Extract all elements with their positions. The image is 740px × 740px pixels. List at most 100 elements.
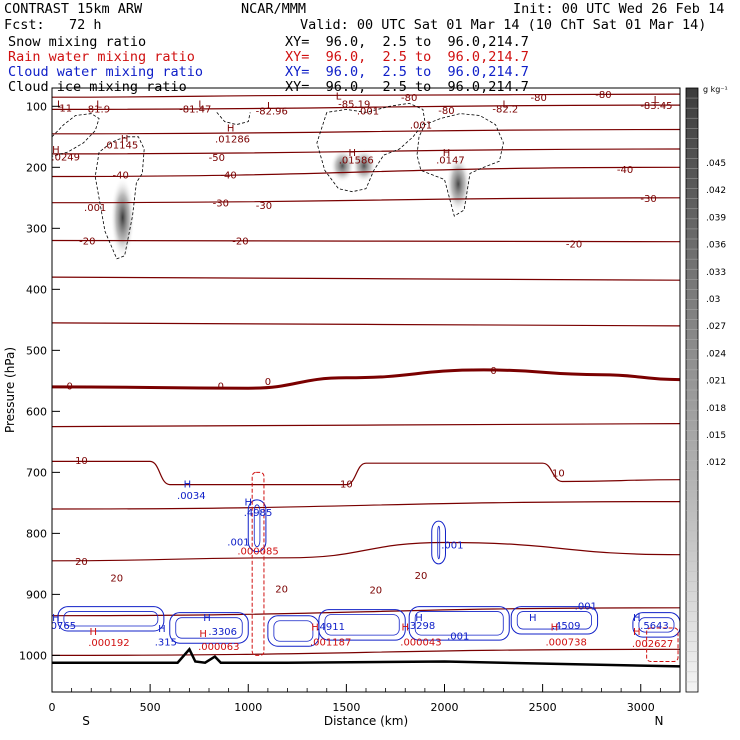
extremum-marker-0: L bbox=[57, 99, 63, 110]
temperature-contour-13 bbox=[52, 541, 680, 562]
contour-label-54: .000043 bbox=[400, 637, 441, 648]
cloud-water-inner-contour-2 bbox=[63, 611, 159, 627]
contour-label-22: 0 bbox=[265, 377, 271, 388]
field-xy-rain: XY= 96.0, 2.5 to 96.0,214.7 bbox=[285, 49, 529, 65]
cloud-water-contour-5 bbox=[318, 609, 406, 641]
field-xy-cloud-water: XY= 96.0, 2.5 to 96.0,214.7 bbox=[285, 64, 529, 80]
init-time: Init: 00 UTC Wed 26 Feb 14 bbox=[513, 1, 725, 17]
snow-core-2 bbox=[352, 149, 377, 183]
org-label: NCAR/MMM bbox=[241, 1, 307, 17]
extremum-marker-14: H bbox=[52, 613, 60, 624]
forecast-hour: Fcst: 72 h bbox=[4, 17, 102, 33]
cloud-ice-contour-1 bbox=[316, 102, 426, 193]
contour-label-38: .01586 bbox=[339, 155, 374, 166]
extremum-marker-5: L bbox=[503, 99, 509, 110]
contour-label-39: .0147 bbox=[436, 155, 465, 166]
contour-label-6: -80 bbox=[401, 93, 417, 104]
contour-label-15: -30 bbox=[256, 201, 272, 212]
cloud-water-contour-8 bbox=[632, 612, 680, 638]
cloud-ice-contour-2 bbox=[416, 113, 504, 217]
extremum-marker-9: H bbox=[227, 124, 235, 135]
contour-label-8: -80 bbox=[595, 90, 611, 101]
model-title: CONTRAST 15km ARW bbox=[4, 1, 143, 17]
contour-label-56: .001 bbox=[575, 601, 597, 612]
contour-label-12: -40 bbox=[220, 171, 236, 182]
contour-label-58: .000738 bbox=[545, 637, 586, 648]
extremum-marker-21: H bbox=[401, 623, 409, 634]
contour-label-50: .000063 bbox=[198, 642, 239, 653]
x-tick-label-5: 2500 bbox=[529, 701, 557, 714]
extremum-marker-23: H bbox=[551, 623, 559, 634]
cloud-water-contour-7 bbox=[510, 606, 599, 635]
rain-contour-1 bbox=[646, 627, 679, 662]
temperature-contour-10 bbox=[52, 423, 680, 428]
contour-label-47: .000192 bbox=[88, 638, 129, 649]
colorbar-tick-label-2: .039 bbox=[706, 213, 726, 223]
rain-contour-0 bbox=[251, 471, 265, 656]
snow-core-1 bbox=[330, 149, 355, 183]
cloud-water-inner-contour-6 bbox=[414, 611, 504, 636]
cloud-ice-contour-3 bbox=[52, 113, 100, 157]
contour-label-57: .4509 bbox=[552, 621, 581, 632]
x-tick-label-2: 1000 bbox=[234, 701, 262, 714]
contour-label-26: 10 bbox=[552, 468, 565, 479]
contour-label-49: .3306 bbox=[208, 627, 237, 638]
extremum-marker-19: H bbox=[311, 623, 319, 634]
extremum-marker-3: L bbox=[267, 101, 273, 112]
temperature-contour-8 bbox=[52, 322, 680, 327]
colorbar-tick-label-9: .018 bbox=[706, 404, 726, 414]
temperature-contour-11 bbox=[52, 460, 680, 486]
contour-label-3: -85.19 bbox=[338, 99, 370, 110]
contour-label-18: -20 bbox=[232, 237, 248, 248]
contour-label-1: -81.47 bbox=[179, 105, 211, 116]
extremum-marker-20: H bbox=[415, 613, 423, 624]
extremum-marker-22: H bbox=[529, 613, 537, 624]
contour-label-43: .001 bbox=[227, 537, 249, 548]
colorbar-tick-label-10: .015 bbox=[706, 431, 726, 441]
colorbar-tick-label-11: .012 bbox=[706, 458, 726, 468]
extremum-marker-16: H bbox=[158, 624, 166, 635]
y-tick-label-7: 800 bbox=[26, 527, 47, 540]
y-tick-label-3: 400 bbox=[26, 283, 47, 296]
y-tick-label-8: 900 bbox=[26, 588, 47, 601]
cloud-water-inner-contour-7 bbox=[516, 611, 592, 630]
temperature-contour-1 bbox=[52, 104, 680, 110]
contour-label-27: 20 bbox=[75, 557, 88, 568]
contour-label-59: .5643 bbox=[640, 621, 669, 632]
contour-label-20: 0 bbox=[66, 382, 72, 393]
y-tick-label-4: 500 bbox=[26, 344, 47, 357]
contour-label-19: -20 bbox=[566, 240, 582, 251]
contour-label-5: -83.45 bbox=[640, 101, 672, 112]
temperature-contour-15 bbox=[52, 648, 680, 656]
y-tick-label-5: 600 bbox=[26, 405, 47, 418]
contour-label-31: 20 bbox=[415, 571, 428, 582]
contour-label-24: 10 bbox=[75, 456, 88, 467]
contour-label-51: .4911 bbox=[316, 622, 345, 633]
contour-label-7: -80 bbox=[531, 93, 547, 104]
temperature-contour-6 bbox=[52, 239, 680, 243]
contour-label-10: -50 bbox=[209, 153, 225, 164]
contour-label-32: 11 bbox=[59, 104, 72, 115]
extremum-marker-24: H bbox=[633, 613, 641, 624]
colorbar-tick-label-4: .033 bbox=[706, 268, 726, 278]
contour-label-30: 20 bbox=[369, 586, 382, 597]
colorbar-unit: g kg⁻¹ bbox=[703, 85, 728, 94]
contour-label-53: .3298 bbox=[407, 621, 436, 632]
extremum-marker-2: L bbox=[198, 99, 204, 110]
field-xy-snow: XY= 96.0, 2.5 to 96.0,214.7 bbox=[285, 34, 529, 50]
extremum-marker-1: L bbox=[96, 99, 102, 110]
contour-label-21: 0 bbox=[218, 382, 224, 393]
x-tick-label-4: 2000 bbox=[431, 701, 459, 714]
contour-label-35: .01145 bbox=[103, 141, 138, 152]
cloud-water-contour-2 bbox=[57, 606, 165, 632]
snow-core-0 bbox=[110, 176, 135, 259]
cloud-water-contour-6 bbox=[408, 606, 510, 641]
extremum-marker-4: L bbox=[336, 91, 342, 102]
extremum-marker-15: H bbox=[89, 627, 97, 638]
colorbar-tick-label-0: .045 bbox=[706, 159, 726, 169]
cloud-water-inner-contour-0 bbox=[253, 504, 261, 548]
colorbar-tick-label-3: .036 bbox=[706, 241, 726, 251]
colorbar-tick-label-6: .027 bbox=[706, 322, 726, 332]
cloud-water-inner-contour-3 bbox=[175, 617, 243, 639]
contour-label-60: .002627 bbox=[632, 639, 673, 650]
